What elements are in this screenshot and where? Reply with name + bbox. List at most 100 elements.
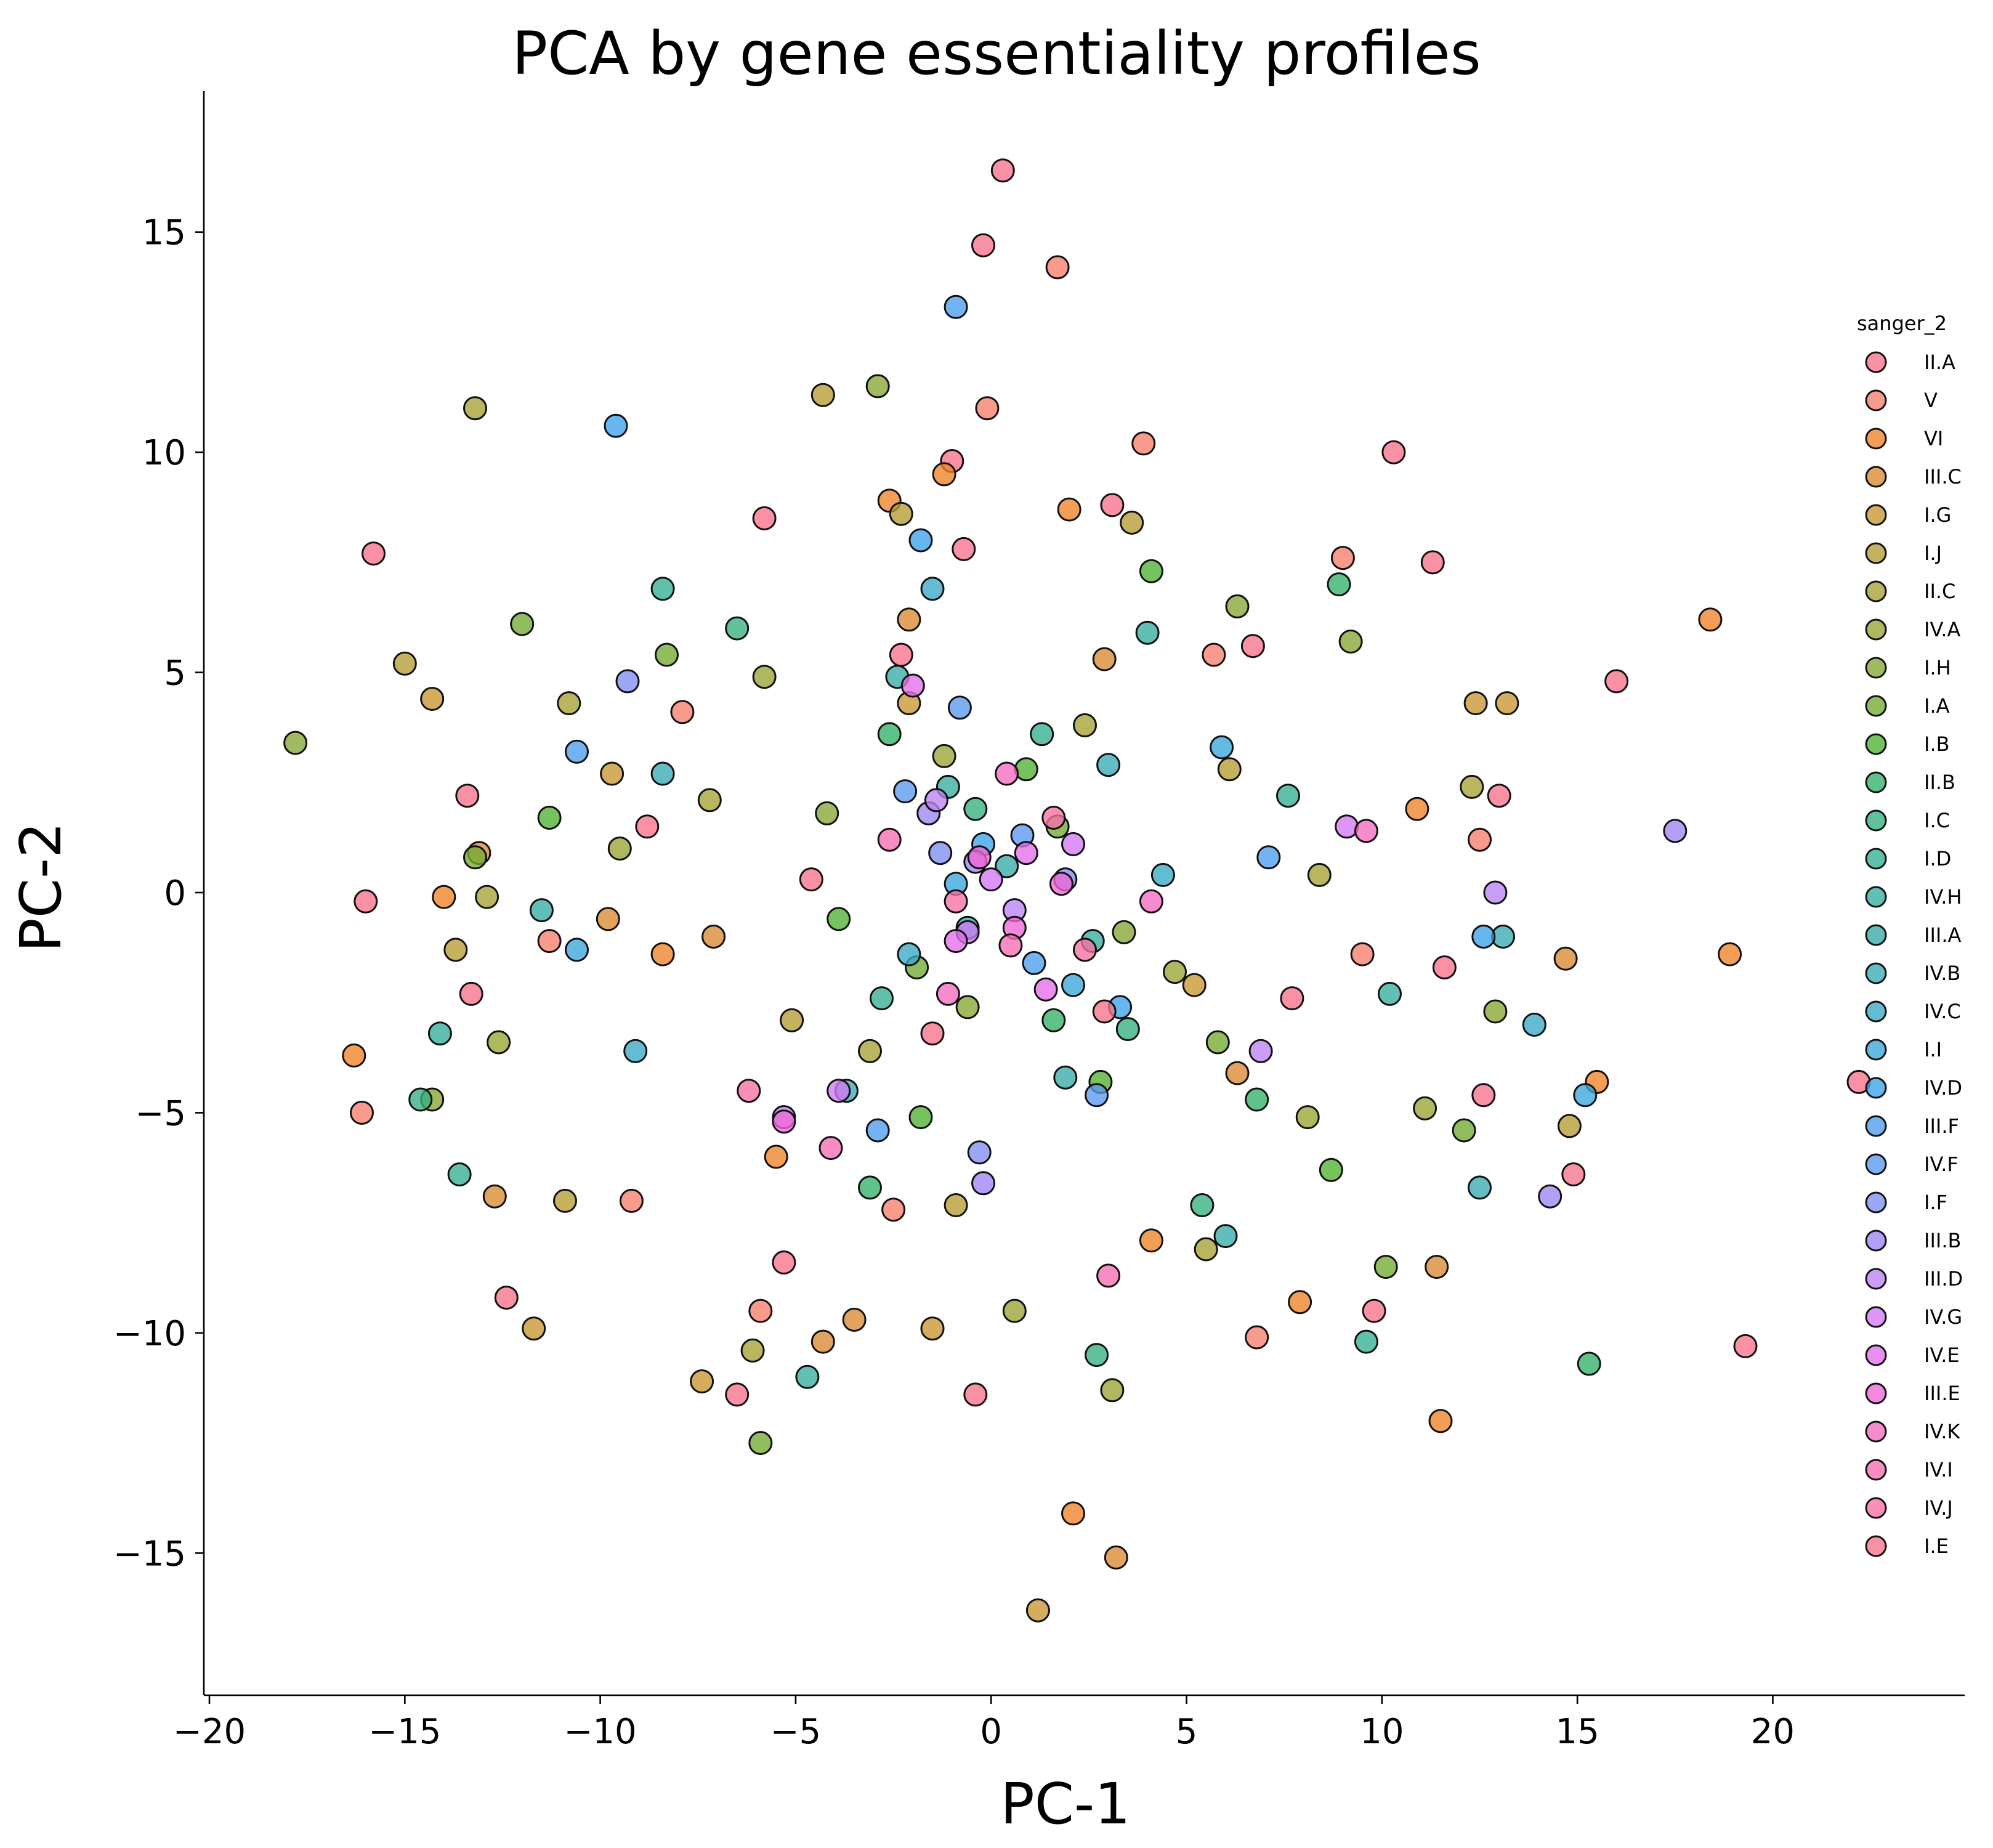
data-point: [1092, 999, 1117, 1024]
data-point: [482, 1184, 507, 1209]
legend-label: III.B: [1924, 1229, 1961, 1252]
data-point: [619, 1188, 644, 1213]
legend-marker: [1865, 924, 1887, 946]
data-point: [1557, 1114, 1582, 1138]
data-point: [1483, 999, 1508, 1024]
data-point: [1460, 774, 1484, 799]
data-point: [1405, 796, 1429, 821]
data-point: [1100, 493, 1125, 517]
data-point: [1041, 806, 1066, 830]
legend-label: IV.J: [1924, 1496, 1953, 1520]
data-point: [990, 158, 1015, 183]
legend-label: IV.D: [1924, 1076, 1962, 1100]
data-point: [998, 933, 1023, 958]
data-point: [459, 981, 483, 1006]
data-point: [897, 607, 921, 632]
legend-label: V: [1924, 389, 1938, 412]
data-point: [1733, 1334, 1758, 1358]
legend-marker: [1865, 1039, 1887, 1061]
data-point: [1014, 757, 1038, 782]
data-point: [650, 577, 675, 601]
legend-label: I.J: [1924, 541, 1942, 565]
data-point: [1061, 973, 1085, 997]
data-point: [565, 739, 589, 764]
legend-label: I.A: [1924, 694, 1950, 718]
data-point: [1276, 784, 1300, 808]
data-point: [1338, 630, 1363, 654]
y-ticks: −15 −10 −5 0 5 10 15: [113, 213, 204, 1574]
y-axis-label: PC-2: [8, 822, 74, 952]
data-point: [1131, 431, 1156, 456]
legend-marker: [1865, 1459, 1887, 1481]
data-point: [908, 528, 933, 553]
legend-marker: [1865, 1420, 1887, 1443]
data-point: [1135, 620, 1160, 645]
legend-label: I.C: [1924, 809, 1950, 832]
data-point: [1663, 819, 1688, 843]
series-II.A: [354, 158, 1758, 1407]
data-point: [971, 233, 995, 257]
data-point: [748, 1431, 773, 1455]
data-point: [1471, 1083, 1496, 1108]
data-point: [615, 669, 640, 694]
data-point: [623, 1039, 648, 1063]
data-point: [975, 396, 1000, 421]
data-point: [1092, 647, 1117, 671]
legend-label: I.E: [1924, 1534, 1949, 1558]
legend-marker: [1865, 1535, 1887, 1557]
legend-label: IV.H: [1924, 885, 1962, 909]
data-point: [1577, 1352, 1601, 1376]
series-III.E: [772, 845, 1073, 1134]
data-point: [1205, 1030, 1230, 1055]
data-point: [420, 687, 445, 711]
data-point: [748, 1299, 773, 1323]
data-point: [1452, 1118, 1476, 1143]
data-point: [1096, 753, 1121, 777]
data-point: [537, 806, 562, 830]
data-point: [1350, 942, 1375, 967]
data-point: [1420, 550, 1445, 575]
series-I.J: [392, 383, 1582, 1217]
data-point: [995, 761, 1019, 786]
x-tick-label: −5: [770, 1712, 822, 1752]
legend-label: IV.C: [1924, 1000, 1961, 1023]
data-point: [725, 1382, 750, 1407]
data-point: [1307, 862, 1332, 887]
data-point: [870, 986, 894, 1011]
data-point: [752, 665, 777, 689]
data-point: [971, 1171, 995, 1196]
data-point: [650, 761, 675, 786]
data-point: [553, 1188, 577, 1213]
legend-label: II.A: [1924, 351, 1955, 374]
legend-label: III.E: [1924, 1382, 1960, 1405]
series-V: [350, 255, 1492, 1350]
data-point: [877, 722, 902, 747]
data-point: [1381, 440, 1406, 464]
data-point: [1139, 889, 1163, 914]
data-point: [772, 1250, 796, 1275]
data-point: [1190, 1193, 1215, 1217]
data-point: [1362, 1299, 1386, 1323]
data-point: [557, 691, 581, 716]
data-point: [1085, 1343, 1109, 1368]
x-tick-label: −10: [564, 1712, 637, 1752]
data-point: [1139, 559, 1163, 583]
data-point: [1354, 819, 1378, 843]
data-point: [354, 889, 378, 914]
legend-label: IV.B: [1924, 962, 1960, 985]
series-II.B: [858, 572, 1601, 1376]
x-tick-label: 10: [1360, 1712, 1404, 1752]
points-layer: [283, 158, 1871, 1623]
data-point: [522, 1316, 546, 1341]
data-point: [1041, 1008, 1066, 1032]
legend-marker: [1865, 1115, 1887, 1137]
data-point: [1112, 920, 1136, 944]
legend-marker: [1865, 1268, 1887, 1290]
series-I.D: [447, 577, 1378, 1354]
data-point: [1553, 946, 1578, 971]
legend-label: I.I: [1924, 1038, 1942, 1061]
data-point: [463, 845, 487, 870]
legend-marker: [1865, 809, 1887, 832]
data-point: [858, 1175, 882, 1200]
